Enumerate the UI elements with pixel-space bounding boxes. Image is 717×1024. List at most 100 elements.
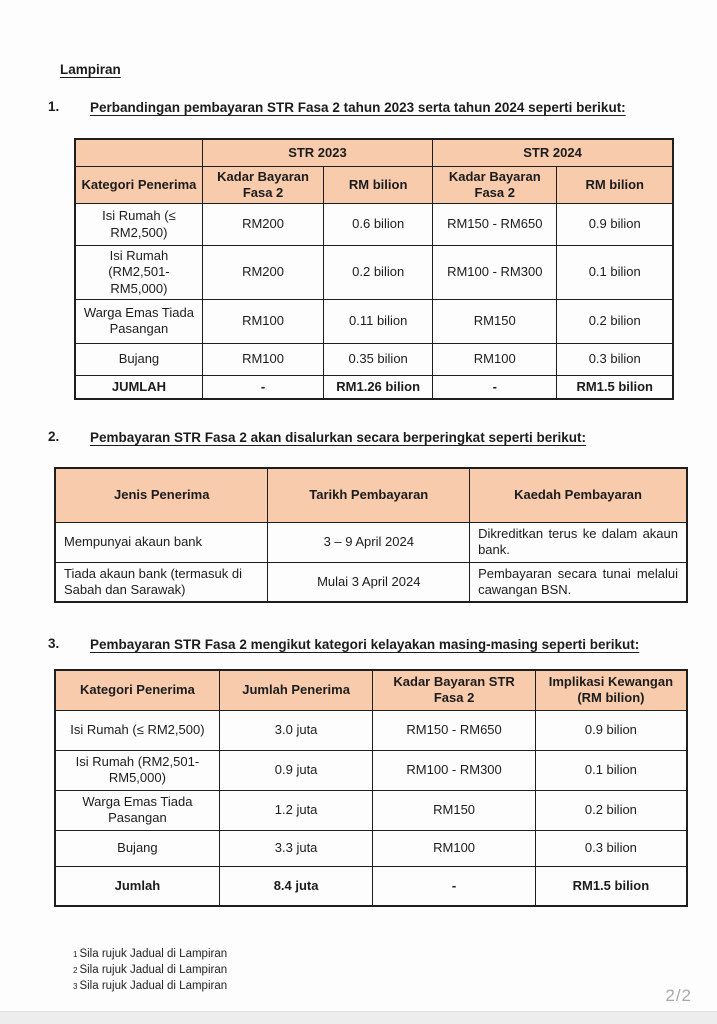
table-cell: 0.2 bilion [556, 298, 674, 344]
footnote: 1 Sila rujuk Jadual di Lampiran [73, 946, 227, 962]
table-cell: 0.3 bilion [534, 829, 688, 867]
table-row: Warga Emas Tiada Pasangan RM100 0.11 bil… [74, 298, 674, 344]
table-cell: - [372, 865, 536, 907]
table-header-cell: Kadar Bayaran STR Fasa 2 [372, 669, 536, 711]
table-cell: RM100 [432, 342, 558, 376]
section-3: 3. Pembayaran STR Fasa 2 mengikut katego… [48, 636, 678, 654]
table-row: Isi Rumah (≤ RM2,500) RM200 0.6 bilion R… [74, 203, 674, 246]
page-title: Lampiran [60, 62, 121, 77]
table-cell: Bujang [74, 342, 203, 376]
table-cell: Isi Rumah (RM2,501- RM5,000) [74, 245, 203, 300]
table-cell: Mempunyai akaun bank [54, 521, 269, 563]
table-cell: Isi Rumah (≤ RM2,500) [74, 203, 203, 246]
table-cell: RM100 [201, 342, 325, 376]
table-cell: RM100 - RM300 [432, 245, 558, 300]
section-title: Pembayaran STR Fasa 2 akan disalurkan se… [90, 430, 586, 445]
table-header-cell: Kaedah Pembayaran [469, 467, 688, 523]
table-row: Bujang 3.3 juta RM100 0.3 bilion [54, 829, 688, 867]
footnote-marker: 3 [73, 982, 78, 992]
table-cell: 0.9 juta [218, 749, 374, 791]
table-cell: Bujang [54, 829, 220, 867]
table-cell: Warga Emas Tiada Pasangan [74, 298, 203, 344]
payment-schedule-table: Jenis Penerima Tarikh Pembayaran Kaedah … [54, 467, 688, 603]
table-row: Tiada akaun bank (termasuk di Sabah dan … [54, 561, 688, 603]
table-cell: Isi Rumah (≤ RM2,500) [54, 709, 220, 751]
table-cell: 0.6 bilion [323, 203, 434, 246]
table-cell: RM1.5 bilion [534, 865, 688, 907]
table-group-header-str-2023: STR 2023 [201, 138, 434, 167]
table-cell: Pembayaran secara tunai melalui cawangan… [469, 561, 688, 603]
table-group-header-row: STR 2023 STR 2024 [74, 138, 674, 167]
table-header-cell: Jumlah Penerima [218, 669, 374, 711]
table-cell: Tiada akaun bank (termasuk di Sabah dan … [54, 561, 269, 603]
section-title: Perbandingan pembayaran STR Fasa 2 tahun… [90, 100, 626, 115]
table-header-cell: Jenis Penerima [54, 467, 269, 523]
table-header-cell: Kategori Penerima [54, 669, 220, 711]
table-header-cell: RM bilion [556, 165, 674, 204]
section-1: 1. Perbandingan pembayaran STR Fasa 2 ta… [48, 99, 678, 117]
section-number: 1. [48, 99, 60, 114]
table-header-cell: Kategori Penerima [74, 165, 203, 204]
table-cell: JUMLAH [74, 374, 203, 400]
table-cell: RM200 [201, 245, 325, 300]
table-cell: 0.9 bilion [556, 203, 674, 246]
table-row: Isi Rumah (RM2,501-RM5,000) 0.9 juta RM1… [54, 749, 688, 791]
footnotes: 1 Sila rujuk Jadual di Lampiran 2 Sila ruj… [73, 946, 227, 994]
table-cell: RM100 [372, 829, 536, 867]
table-header-cell: Kadar Bayaran Fasa 2 [201, 165, 325, 204]
footnote-text: Sila rujuk Jadual di Lampiran [79, 980, 228, 993]
table-cell: RM100 [201, 298, 325, 344]
table-cell: Dikreditkan terus ke dalam akaun bank. [469, 521, 688, 563]
table-total-row: JUMLAH - RM1.26 bilion - RM1.5 bilion [74, 374, 674, 400]
table-cell: RM150 - RM650 [432, 203, 558, 246]
footnote: 3 Sila rujuk Jadual di Lampiran [73, 978, 227, 994]
table-header-cell: RM bilion [323, 165, 434, 204]
table-cell: RM150 [432, 298, 558, 344]
table-row: Mempunyai akaun bank 3 – 9 April 2024 Di… [54, 521, 688, 563]
table-cell: 0.2 bilion [323, 245, 434, 300]
table-total-row: Jumlah 8.4 juta - RM1.5 bilion [54, 865, 688, 907]
table-header-row: Kategori Penerima Kadar Bayaran Fasa 2 R… [74, 165, 674, 204]
comparison-table-str-2023-2024: STR 2023 STR 2024 Kategori Penerima Kada… [74, 138, 674, 401]
table-cell: RM100 - RM300 [372, 749, 536, 791]
table-corner-cell [74, 138, 203, 167]
table-cell: RM1.5 bilion [556, 374, 674, 400]
table-cell: Mulai 3 April 2024 [267, 561, 471, 603]
table-cell: RM1.26 bilion [323, 374, 434, 400]
table-cell: 0.11 bilion [323, 298, 434, 344]
table-cell: 1.2 juta [218, 789, 374, 831]
section-number: 3. [48, 636, 60, 651]
table-cell: - [432, 374, 558, 400]
table-cell: 0.3 bilion [556, 342, 674, 376]
table-group-header-str-2024: STR 2024 [432, 138, 674, 167]
category-eligibility-table: Kategori Penerima Jumlah Penerima Kadar … [54, 669, 688, 907]
footnote-marker: 1 [73, 950, 78, 959]
section-number: 2. [48, 429, 60, 444]
table-cell: 0.1 bilion [556, 245, 674, 300]
table-cell: RM200 [201, 203, 325, 246]
table-cell: Warga Emas Tiada Pasangan [54, 789, 220, 831]
table-row: Warga Emas Tiada Pasangan 1.2 juta RM150… [54, 789, 688, 831]
table-cell: 3 – 9 April 2024 [267, 521, 471, 563]
table-cell: 3.0 juta [218, 709, 374, 751]
table-header-row: Kategori Penerima Jumlah Penerima Kadar … [54, 669, 688, 711]
table-cell: RM150 [372, 789, 536, 831]
table-cell: 0.1 bilion [534, 749, 688, 791]
table-row: Isi Rumah (≤ RM2,500) 3.0 juta RM150 - R… [54, 709, 688, 751]
table-cell: Jumlah [54, 865, 220, 907]
table-cell: Isi Rumah (RM2,501-RM5,000) [54, 749, 220, 791]
table-cell: 0.2 bilion [534, 789, 688, 831]
footnote-text: Sila rujuk Jadual di Lampiran [79, 948, 228, 960]
table-row: Bujang RM100 0.35 bilion RM100 0.3 bilio… [74, 342, 674, 376]
page-edge-strip [0, 1011, 717, 1024]
table-cell: 3.3 juta [218, 829, 374, 867]
table-cell: RM150 - RM650 [372, 709, 536, 751]
table-cell: 8.4 juta [218, 865, 374, 907]
table-header-cell: Kadar Bayaran Fasa 2 [432, 165, 558, 204]
footnote-text: Sila rujuk Jadual di Lampiran [79, 964, 228, 977]
page-number: 2/2 [665, 986, 692, 1005]
footnote-marker: 2 [73, 966, 78, 976]
table-cell: - [201, 374, 325, 400]
table-cell: 0.9 bilion [534, 709, 688, 751]
